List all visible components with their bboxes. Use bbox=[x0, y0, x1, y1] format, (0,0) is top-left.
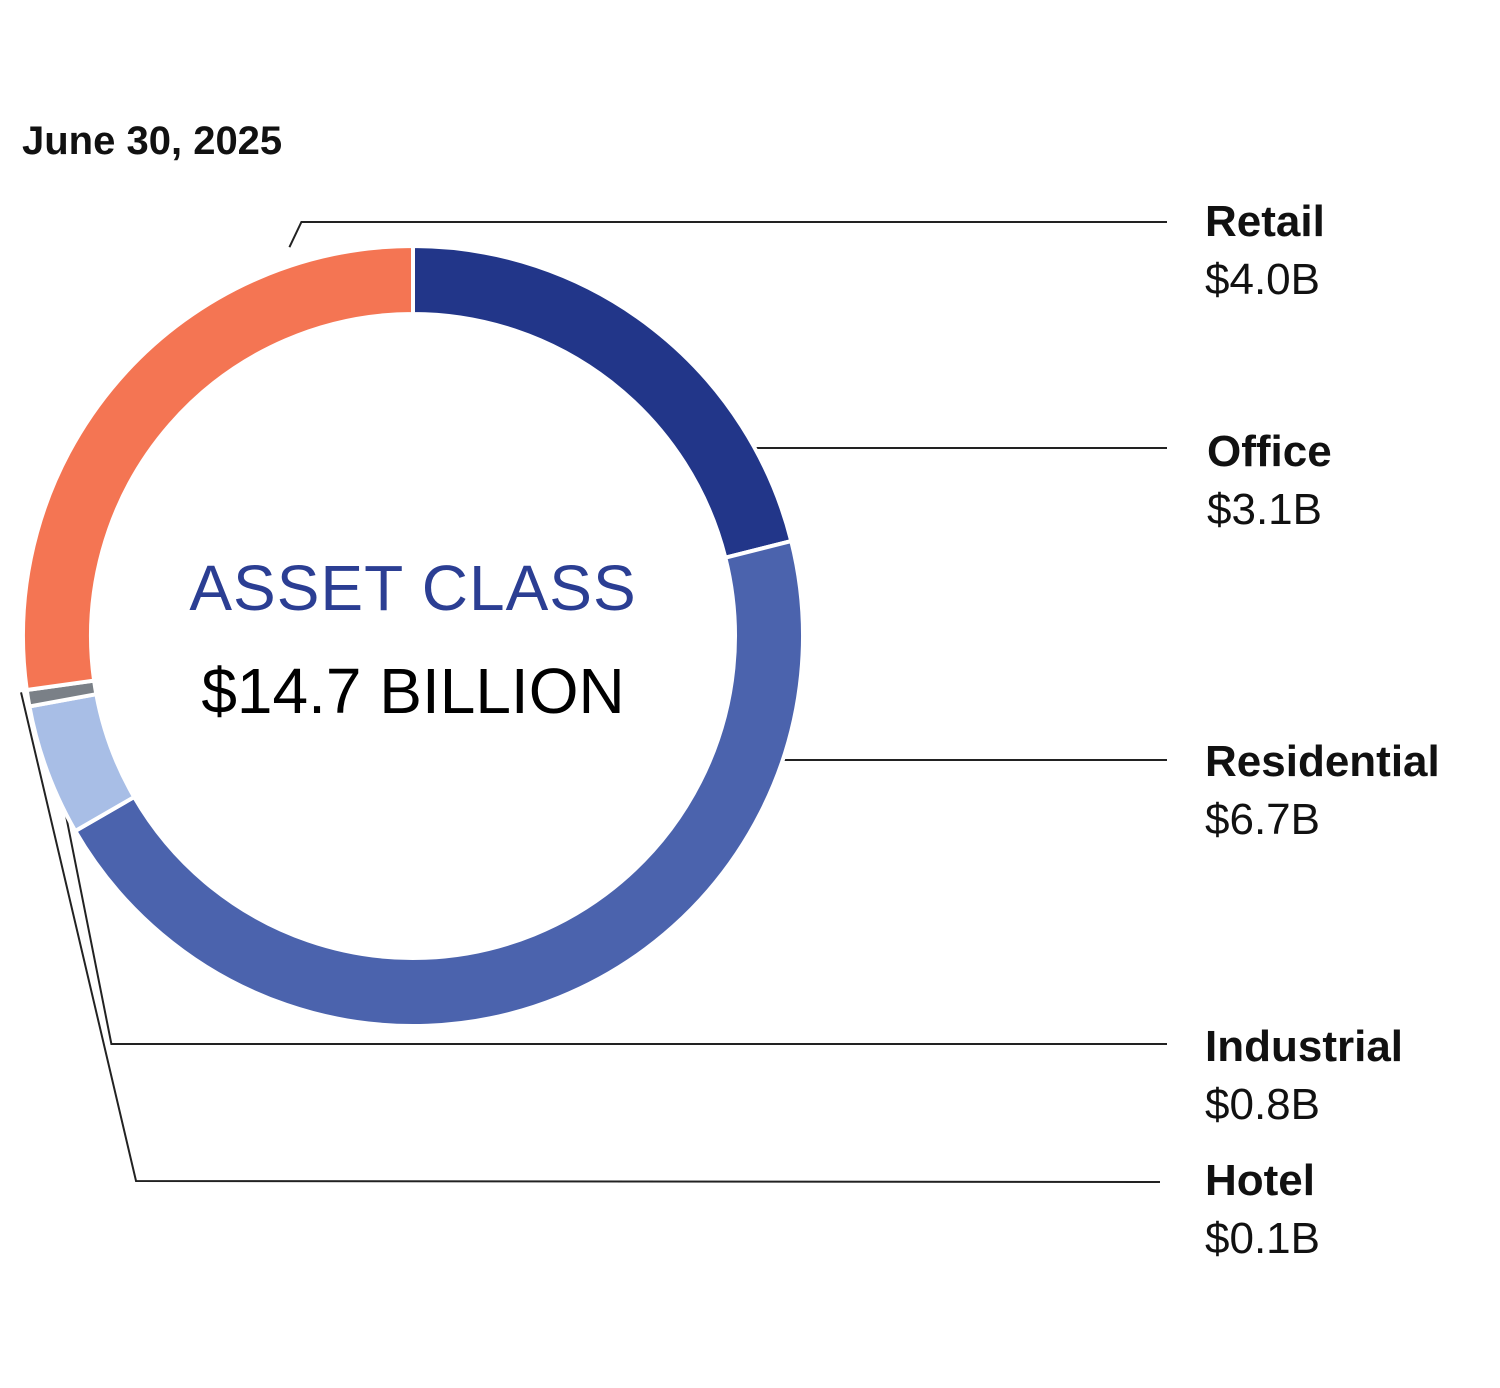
chart-date-subtitle: June 30, 2025 bbox=[22, 119, 282, 163]
legend: Retail $4.0B Office $3.1B Residential $6.7B In… bbox=[1205, 197, 1440, 1263]
center-title: ASSET CLASS bbox=[189, 552, 636, 624]
leader-lines bbox=[20, 221, 1167, 1183]
legend-name-office: Office bbox=[1207, 427, 1332, 476]
legend-name-residential: Residential bbox=[1205, 737, 1440, 786]
legend-value-retail: $4.0B bbox=[1205, 255, 1320, 304]
slice-residential bbox=[72, 538, 805, 1028]
leader-line-hotel bbox=[20, 692, 1161, 1183]
legend-value-residential: $6.7B bbox=[1205, 795, 1320, 844]
leader-line-retail bbox=[288, 221, 1167, 248]
legend-name-retail: Retail bbox=[1205, 197, 1325, 246]
legend-value-industrial: $0.8B bbox=[1205, 1080, 1320, 1129]
leader-line-industrial bbox=[55, 767, 1167, 1045]
legend-value-hotel: $0.1B bbox=[1205, 1214, 1320, 1263]
donut-slices bbox=[21, 243, 805, 1028]
legend-name-industrial: Industrial bbox=[1205, 1022, 1403, 1071]
slice-office bbox=[411, 243, 794, 561]
center-total: $14.7 BILLION bbox=[201, 655, 624, 727]
slice-retail bbox=[21, 243, 415, 693]
legend-value-office: $3.1B bbox=[1207, 485, 1322, 534]
legend-name-hotel: Hotel bbox=[1205, 1156, 1315, 1205]
